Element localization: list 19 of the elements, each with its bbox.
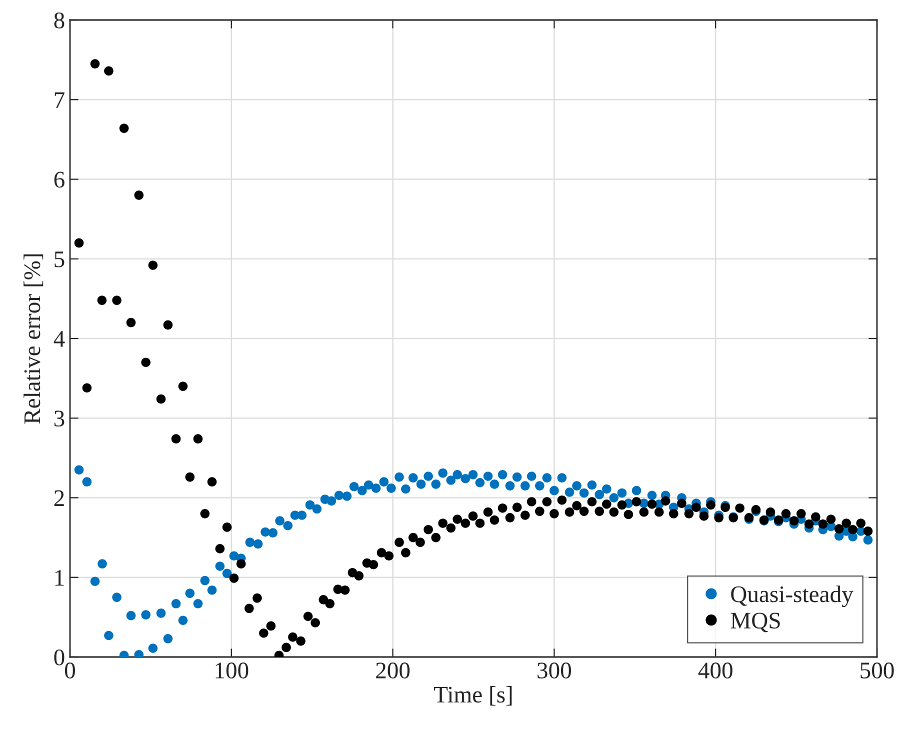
- y-tick-label: 4: [54, 331, 65, 347]
- y-tick-label: 0: [54, 649, 64, 666]
- y-tick-label: 3: [54, 410, 64, 427]
- x-tick-label: 0: [64, 662, 76, 678]
- y-tick-label: 1: [55, 570, 64, 586]
- x-tick-label: 500: [860, 662, 894, 678]
- x-axis-title: Time [s]: [434, 686, 512, 706]
- y-tick-label: 7: [54, 92, 64, 108]
- legend-label: MQS: [730, 612, 780, 632]
- x-tick-label: 100: [216, 662, 248, 678]
- x-tick-label: 400: [698, 662, 732, 678]
- y-tick-label: 5: [54, 252, 64, 268]
- x-tick-label: 300: [538, 662, 572, 678]
- y-tick-label: 2: [54, 490, 64, 506]
- y-tick-label: 8: [54, 12, 64, 28]
- y-tick-label: 6: [54, 172, 64, 188]
- legend-label: Quasi-steady: [731, 586, 854, 608]
- x-tick-label: 200: [376, 662, 410, 678]
- y-axis-title: Relative error [%]: [24, 254, 44, 424]
